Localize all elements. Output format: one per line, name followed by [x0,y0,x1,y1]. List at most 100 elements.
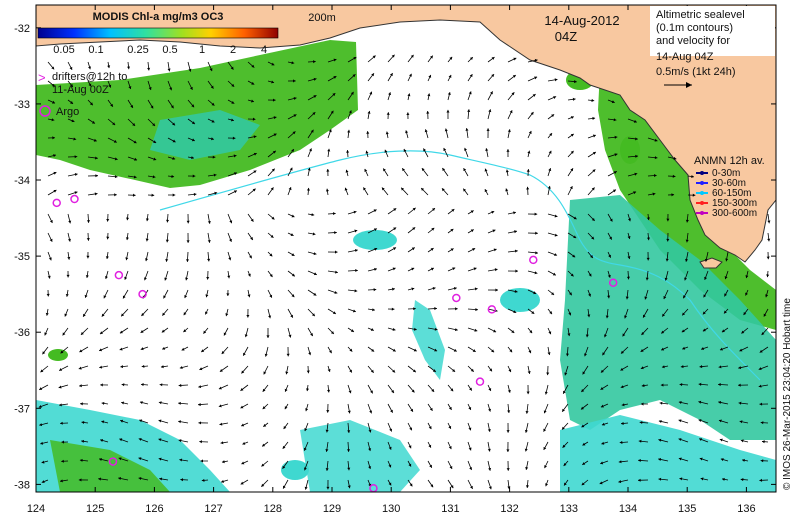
velocity-arrowhead [304,428,308,432]
velocity-arrowhead [666,218,670,222]
map-date: 14-Aug-2012 [544,13,619,28]
velocity-arrowhead [201,349,205,353]
altimetry-legend-line-2: (0.1m contours) [656,22,733,34]
velocity-arrowhead [572,97,576,101]
velocity-arrowhead [330,331,334,335]
lon-tick-label: 127 [204,503,222,515]
velocity-arrowhead [692,193,696,197]
velocity-arrowhead [99,365,103,369]
velocity-arrowhead [333,76,337,79]
velocity-arrowhead [141,313,145,316]
velocity-arrowhead [85,275,89,278]
velocity-arrowhead [484,189,488,193]
velocity-arrowhead [347,430,351,433]
velocity-arrowhead [684,277,688,281]
velocity-arrowhead [352,309,356,313]
velocity-arrowhead [759,349,763,353]
velocity-arrowhead [91,120,95,124]
velocity-arrowhead [581,482,585,486]
velocity-arrowhead [678,438,682,442]
velocity-arrowhead [354,289,358,293]
velocity-arrowhead [354,229,358,233]
velocity-arrowhead [413,307,416,311]
lon-tick-label: 125 [86,503,104,515]
chl-blob-6 [48,349,68,361]
velocity-arrowhead [704,258,708,262]
velocity-arrowhead [283,485,286,489]
velocity-arrowhead [271,80,275,84]
velocity-arrowhead [470,210,474,214]
velocity-arrowhead [119,347,123,351]
velocity-arrowhead [401,187,405,191]
velocity-arrowhead [470,485,473,489]
velocity-arrowhead [212,155,216,159]
velocity-arrowhead [760,421,764,425]
velocity-arrowhead [524,448,528,452]
velocity-arrowhead [189,86,193,90]
velocity-arrowhead [271,62,275,66]
velocity-arrowhead [411,287,415,291]
velocity-arrowhead [250,237,253,241]
velocity-arrowhead [527,371,531,374]
velocity-arrowhead [469,467,473,471]
velocity-arrowhead [640,366,644,370]
velocity-arrowhead [591,187,595,191]
velocity-arrowhead [313,77,317,81]
velocity-arrowhead [171,174,175,178]
velocity-arrowhead [271,216,275,220]
argo-float [108,457,118,466]
velocity-arrowhead [679,383,683,387]
velocity-arrowhead [233,154,237,158]
velocity-arrowhead [42,351,46,355]
velocity-arrowhead [207,220,211,224]
altimetry-legend-scale-arrowhead [686,82,692,88]
velocity-arrowhead [101,420,105,424]
velocity-arrowhead [661,330,665,334]
velocity-arrowhead [58,385,62,389]
velocity-arrowhead [719,347,723,351]
velocity-arrowhead [273,116,277,120]
velocity-arrowhead [312,112,316,116]
velocity-arrowhead [719,438,723,442]
velocity-arrowhead [563,390,566,394]
velocity-arrowhead [41,460,45,464]
velocity-arrowhead [365,150,369,154]
velocity-arrowhead [621,403,625,407]
velocity-arrowhead [49,219,53,223]
velocity-arrowhead [739,348,743,352]
velocity-arrowhead [698,400,702,404]
velocity-arrowhead [241,370,245,374]
anmn-legend-label: 0-30m [712,168,740,179]
velocity-arrowhead [384,149,388,153]
velocity-arrowhead [659,401,663,405]
velocity-arrowhead [411,389,415,393]
velocity-arrowhead [306,370,310,374]
velocity-arrowhead [658,457,662,461]
velocity-arrowhead [218,386,222,390]
velocity-arrowhead [410,54,414,58]
velocity-arrowhead [704,276,708,280]
velocity-arrowhead [745,292,748,296]
velocity-arrowhead [81,439,85,443]
velocity-arrowhead [761,332,765,336]
velocity-arrowhead [474,328,478,332]
velocity-arrowhead [635,154,638,158]
velocity-arrowhead [718,365,722,369]
velocity-arrowhead [581,389,585,392]
velocity-arrowhead [140,383,144,387]
velocity-arrowhead [144,277,147,281]
colorbar-gradient [37,27,279,39]
velocity-arrowhead [184,295,188,299]
velocity-arrowhead [644,296,648,300]
velocity-arrowhead [371,348,375,352]
velocity-arrowhead [335,270,338,274]
velocity-arrowhead [211,102,215,106]
velocity-arrowhead [495,288,498,292]
velocity-arrowhead [661,347,665,351]
velocity-arrowhead [605,315,609,319]
velocity-arrowhead [453,348,457,352]
lon-tick-label: 133 [560,503,578,515]
velocity-arrowhead [421,187,425,191]
velocity-arrowhead [619,440,623,444]
